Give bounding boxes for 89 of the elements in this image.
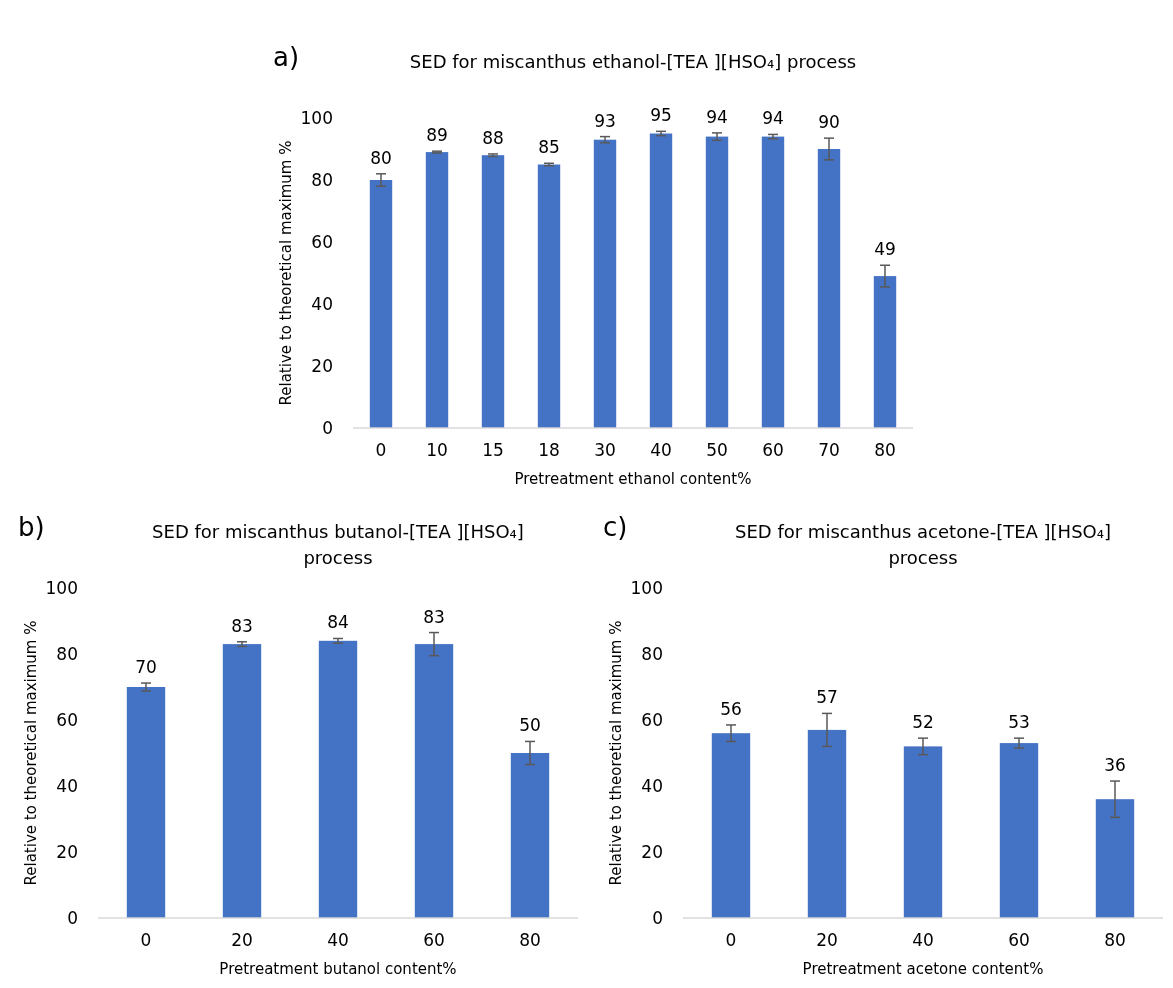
y-tick-label: 20 — [641, 841, 663, 862]
data-label: 94 — [706, 106, 728, 127]
text: b) — [18, 512, 45, 542]
bar — [510, 753, 550, 918]
bar — [481, 155, 505, 428]
bar — [761, 136, 785, 428]
y-tick-label: 80 — [641, 643, 663, 664]
x-axis-title: Pretreatment acetone content% — [802, 960, 1044, 978]
x-tick-label: 80 — [874, 440, 896, 460]
x-tick-label: 80 — [519, 930, 541, 950]
y-tick-label: 100 — [630, 577, 663, 598]
data-label: 90 — [818, 112, 840, 133]
data-label: 36 — [1104, 755, 1126, 776]
y-tick-label: 40 — [56, 775, 78, 796]
data-label: 94 — [762, 108, 784, 129]
x-axis-title: Pretreatment butanol content% — [219, 960, 457, 978]
bar — [705, 136, 729, 428]
y-axis-title: Relative to theoretical maximum % — [277, 140, 295, 406]
chart-title: SED for miscanthus butanol-[TEA ][HSO₄] process — [152, 521, 524, 568]
data-label: 83 — [423, 606, 445, 627]
x-tick-label: 10 — [426, 440, 448, 460]
chart-title: SED for miscanthus acetone-[TEA ][HSO₄] process — [735, 521, 1111, 568]
x-tick-label: 60 — [762, 440, 784, 460]
x-tick-label: 50 — [706, 440, 728, 460]
bar — [649, 133, 673, 428]
data-label: 80 — [370, 147, 392, 168]
x-tick-label: 20 — [231, 930, 253, 950]
y-tick-label: 100 — [300, 107, 333, 128]
x-tick-label: 40 — [327, 930, 349, 950]
bar — [414, 644, 454, 918]
bar — [817, 149, 841, 428]
y-tick-label: 20 — [56, 841, 78, 862]
data-label: 93 — [594, 110, 616, 131]
bar — [711, 733, 751, 918]
bar — [1095, 799, 1135, 918]
x-tick-label: 20 — [816, 930, 838, 950]
y-tick-label: 20 — [311, 355, 333, 376]
chart-title: SED for miscanthus ethanol-[TEA ][HSO₄] process — [409, 51, 857, 72]
bar — [425, 152, 449, 428]
x-tick-label: 30 — [594, 440, 616, 460]
data-label: 49 — [874, 239, 896, 260]
data-label: 88 — [482, 127, 504, 148]
data-label: 84 — [327, 612, 349, 633]
x-tick-label: 0 — [375, 440, 387, 460]
y-tick-label: 0 — [67, 907, 78, 928]
y-axis-title: Relative to theoretical maximum % — [22, 620, 40, 886]
text: c) — [603, 512, 628, 542]
y-tick-label: 60 — [56, 709, 78, 730]
bar — [807, 729, 847, 918]
text: a) — [273, 42, 300, 72]
x-tick-label: 0 — [140, 930, 152, 950]
x-tick-label: 60 — [1008, 930, 1030, 950]
y-axis-title: Relative to theoretical maximum % — [607, 620, 625, 886]
y-tick-label: 0 — [652, 907, 663, 928]
bar — [318, 640, 358, 918]
bar — [999, 743, 1039, 918]
y-tick-label: 0 — [322, 417, 333, 438]
bar — [537, 164, 561, 428]
y-tick-label: 60 — [311, 231, 333, 252]
x-tick-label: 18 — [538, 440, 560, 460]
bar — [593, 139, 617, 428]
x-axis-title: Pretreatment ethanol content% — [514, 470, 752, 488]
bar — [222, 644, 262, 918]
x-tick-label: 70 — [818, 440, 840, 460]
x-tick-label: 0 — [725, 930, 737, 950]
data-label: 95 — [650, 105, 672, 126]
data-label: 83 — [231, 615, 253, 636]
bar — [369, 180, 393, 428]
data-label: 50 — [519, 715, 541, 736]
bar — [903, 746, 943, 918]
y-tick-label: 80 — [56, 643, 78, 664]
x-tick-label: 40 — [912, 930, 934, 950]
x-tick-label: 80 — [1104, 930, 1126, 950]
data-label: 56 — [720, 698, 742, 719]
bar — [873, 276, 897, 428]
y-tick-label: 60 — [641, 709, 663, 730]
y-tick-label: 100 — [45, 577, 78, 598]
data-label: 57 — [816, 687, 838, 708]
data-label: 53 — [1008, 712, 1030, 733]
x-tick-label: 15 — [482, 440, 504, 460]
y-tick-label: 80 — [311, 169, 333, 190]
data-label: 85 — [538, 137, 560, 158]
y-tick-label: 40 — [641, 775, 663, 796]
data-label: 52 — [912, 712, 934, 733]
data-label: 70 — [135, 657, 157, 678]
data-label: 89 — [426, 125, 448, 146]
y-tick-label: 40 — [311, 293, 333, 314]
x-tick-label: 60 — [423, 930, 445, 950]
bar — [126, 687, 166, 918]
